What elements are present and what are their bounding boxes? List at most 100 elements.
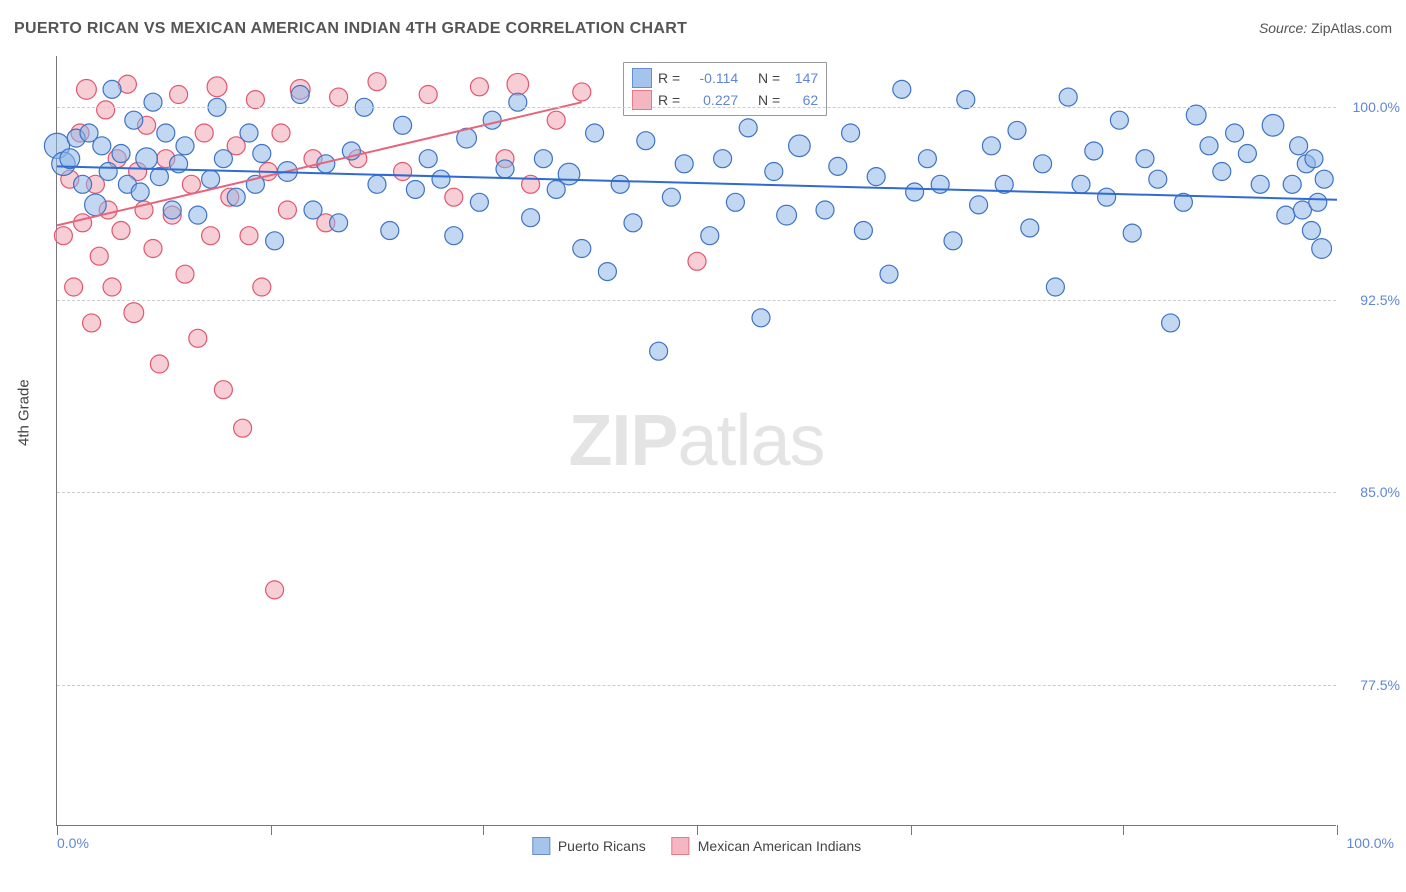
scatter-point: [918, 150, 936, 168]
legend-series: Puerto Ricans Mexican American Indians: [532, 837, 861, 855]
scatter-point: [195, 124, 213, 142]
x-axis-tick: [1123, 825, 1124, 835]
scatter-point: [1305, 150, 1323, 168]
scatter-point: [522, 209, 540, 227]
scatter-point: [1302, 222, 1320, 240]
scatter-point: [176, 265, 194, 283]
scatter-point: [266, 581, 284, 599]
scatter-point: [394, 116, 412, 134]
x-axis-tick: [697, 825, 698, 835]
scatter-point: [227, 188, 245, 206]
scatter-point: [103, 80, 121, 98]
source-name: ZipAtlas.com: [1311, 20, 1392, 36]
scatter-point: [1213, 163, 1231, 181]
x-axis-label-min: 0.0%: [57, 835, 89, 851]
scatter-point: [131, 183, 149, 201]
scatter-point: [136, 148, 158, 170]
header: PUERTO RICAN VS MEXICAN AMERICAN INDIAN …: [0, 0, 1406, 40]
scatter-point: [816, 201, 834, 219]
scatter-point: [85, 194, 107, 216]
scatter-point: [330, 214, 348, 232]
legend-swatch: [532, 837, 550, 855]
scatter-point: [1290, 137, 1308, 155]
legend-series-item: Mexican American Indians: [672, 837, 861, 855]
legend-n-value: 147: [786, 70, 818, 86]
scatter-point: [1085, 142, 1103, 160]
scatter-point: [1309, 193, 1327, 211]
scatter-point: [893, 80, 911, 98]
scatter-point: [77, 79, 97, 99]
scatter-point: [598, 263, 616, 281]
scatter-point: [1046, 278, 1064, 296]
scatter-point: [304, 201, 322, 219]
scatter-point: [214, 381, 232, 399]
scatter-point: [558, 163, 580, 185]
scatter-point: [829, 157, 847, 175]
scatter-point: [202, 170, 220, 188]
legend-r-label: R =: [658, 70, 680, 86]
chart-container: PUERTO RICAN VS MEXICAN AMERICAN INDIAN …: [0, 0, 1406, 892]
scatter-point: [688, 252, 706, 270]
legend-series-label: Mexican American Indians: [698, 838, 861, 854]
scatter-point: [170, 86, 188, 104]
source-prefix: Source:: [1259, 20, 1311, 36]
gridline-h: [57, 492, 1336, 493]
y-axis-title: 4th Grade: [16, 379, 33, 446]
scatter-point: [765, 163, 783, 181]
scatter-point: [970, 196, 988, 214]
scatter-point: [207, 77, 227, 97]
scatter-point: [189, 329, 207, 347]
scatter-point: [726, 193, 744, 211]
scatter-point: [1283, 175, 1301, 193]
gridline-h: [57, 685, 1336, 686]
legend-series-item: Puerto Ricans: [532, 837, 646, 855]
scatter-point: [854, 222, 872, 240]
scatter-point: [97, 101, 115, 119]
scatter-point: [1238, 145, 1256, 163]
x-axis-tick: [271, 825, 272, 835]
scatter-point: [381, 222, 399, 240]
scatter-svg: [57, 56, 1336, 825]
scatter-point: [240, 227, 258, 245]
scatter-point: [125, 111, 143, 129]
chart-title: PUERTO RICAN VS MEXICAN AMERICAN INDIAN …: [14, 20, 687, 38]
scatter-point: [103, 278, 121, 296]
scatter-point: [777, 205, 797, 225]
y-axis-tick-label: 100.0%: [1353, 99, 1400, 115]
legend-series-label: Puerto Ricans: [558, 838, 646, 854]
scatter-point: [182, 175, 200, 193]
scatter-point: [176, 137, 194, 155]
scatter-point: [624, 214, 642, 232]
scatter-point: [1098, 188, 1116, 206]
scatter-point: [880, 265, 898, 283]
x-axis-tick: [57, 825, 58, 835]
scatter-point: [189, 206, 207, 224]
scatter-point: [1110, 111, 1128, 129]
scatter-point: [144, 93, 162, 111]
scatter-point: [1149, 170, 1167, 188]
scatter-point: [112, 222, 130, 240]
scatter-point: [842, 124, 860, 142]
scatter-point: [1262, 115, 1284, 137]
scatter-point: [1072, 175, 1090, 193]
scatter-point: [65, 278, 83, 296]
scatter-point: [701, 227, 719, 245]
scatter-point: [547, 111, 565, 129]
scatter-point: [253, 145, 271, 163]
x-axis-tick: [1337, 825, 1338, 835]
scatter-point: [662, 188, 680, 206]
legend-r-value: -0.114: [686, 70, 738, 86]
scatter-point: [507, 73, 529, 95]
scatter-point: [496, 160, 514, 178]
scatter-point: [74, 214, 92, 232]
scatter-point: [1021, 219, 1039, 237]
scatter-point: [150, 355, 168, 373]
scatter-point: [144, 240, 162, 258]
scatter-point: [789, 135, 811, 157]
scatter-point: [150, 168, 168, 186]
scatter-point: [1123, 224, 1141, 242]
scatter-point: [445, 227, 463, 245]
scatter-point: [1034, 155, 1052, 173]
scatter-point: [483, 111, 501, 129]
gridline-h: [57, 300, 1336, 301]
